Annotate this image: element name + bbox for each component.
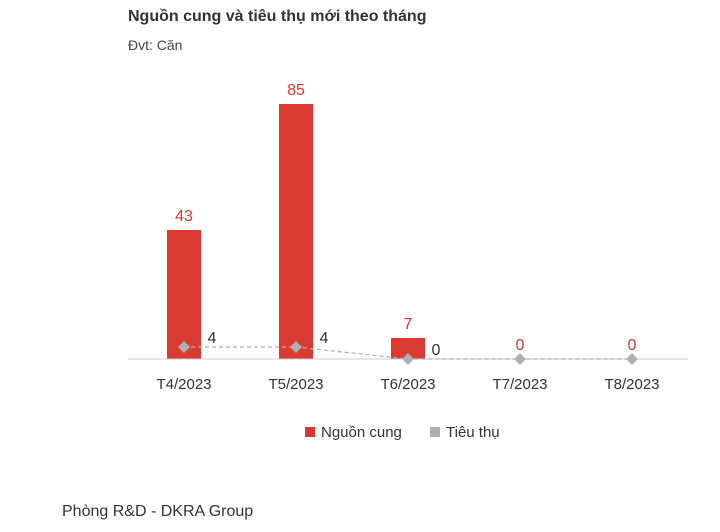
sales-point-T4/2023 bbox=[178, 341, 190, 353]
footer-source: Phòng R&D - DKRA Group bbox=[62, 503, 254, 520]
x-tick-label: T4/2023 bbox=[156, 376, 211, 393]
bar-value-label: 0 bbox=[516, 337, 525, 354]
sales-point-T8/2023 bbox=[626, 353, 638, 365]
sales-line bbox=[178, 341, 638, 365]
sales-value-label: 4 bbox=[208, 330, 217, 347]
unit-label: Đvt: Căn bbox=[128, 37, 183, 53]
bar-T4/2023 bbox=[167, 230, 201, 359]
sales-point-T5/2023 bbox=[290, 341, 302, 353]
legend-swatch-supply bbox=[305, 427, 315, 437]
legend-swatch-sales bbox=[430, 427, 440, 437]
bar-value-label: 7 bbox=[404, 316, 413, 333]
sales-value-label: 0 bbox=[432, 342, 441, 359]
chart: 43 85 7 0 0 T4/2023 T5/2023 T6/2023 T7/2023 T8/20… bbox=[128, 82, 688, 441]
bar-T6/2023 bbox=[391, 338, 425, 359]
legend-label-supply: Nguồn cung bbox=[321, 424, 402, 441]
legend-label-sales: Tiêu thụ bbox=[446, 424, 500, 441]
legend: Nguồn cung Tiêu thụ bbox=[305, 424, 500, 441]
labels: 43 85 7 0 0 T4/2023 T5/2023 T6/2023 T7/2023 T8/20… bbox=[156, 82, 659, 393]
x-tick-label: T6/2023 bbox=[380, 376, 435, 393]
sales-value-label: 4 bbox=[320, 330, 329, 347]
sales-point-T6/2023 bbox=[402, 353, 414, 365]
chart-title: Nguồn cung và tiêu thụ mới theo tháng bbox=[128, 8, 427, 25]
bar-T5/2023 bbox=[279, 104, 313, 359]
bar-value-label: 43 bbox=[175, 208, 193, 225]
x-tick-label: T8/2023 bbox=[604, 376, 659, 393]
bar-value-label: 0 bbox=[628, 337, 637, 354]
bar-value-label: 85 bbox=[287, 82, 305, 99]
sales-point-T7/2023 bbox=[514, 353, 526, 365]
bars bbox=[167, 104, 425, 359]
x-tick-label: T7/2023 bbox=[492, 376, 547, 393]
x-tick-label: T5/2023 bbox=[268, 376, 323, 393]
